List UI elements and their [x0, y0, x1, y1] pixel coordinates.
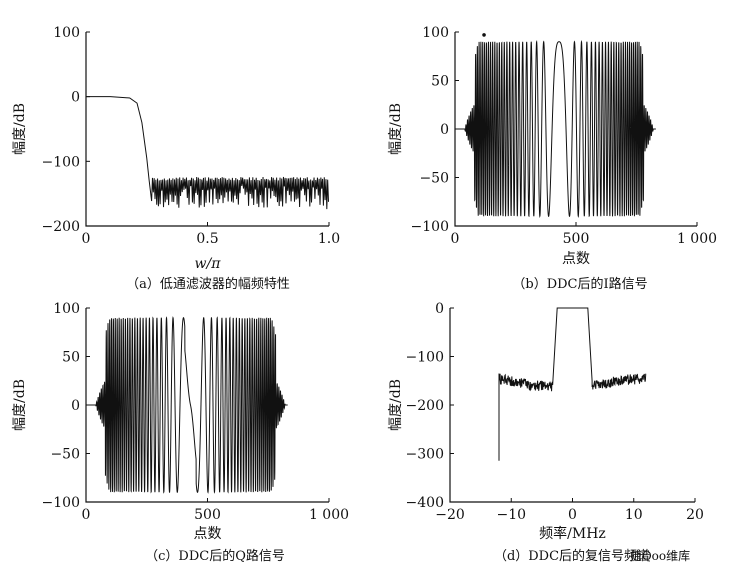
y-tick-label: 100 [53, 25, 80, 41]
y-tick-label: −100 [411, 219, 449, 235]
y-tick-label: −200 [42, 219, 80, 235]
y-tick-label: 50 [431, 74, 449, 90]
y-tick-label: −100 [406, 350, 444, 366]
y-tick-label: −100 [42, 495, 80, 511]
y-tick-label: 100 [53, 301, 80, 317]
y-axis-label: 幅度/dB [388, 103, 404, 155]
chart-panel-d: −20 −10 0 10 200−100−200−300−400频率/MHz幅度/dB（… [388, 301, 704, 564]
chart-panel-c: 0 500 1 000100500−50−100点数幅度/dB（c）DDC后的Q路信… [12, 301, 349, 564]
x-axis-label: w/π [195, 256, 222, 272]
y-tick-label: −400 [406, 495, 444, 511]
chart-panel-b: 0 500 1 000100500−50−100点数幅度/dB（b）DDC后的I路信… [388, 25, 717, 292]
x-tick-label: 20 [686, 507, 704, 523]
x-tick-label: 0 [568, 507, 577, 523]
x-tick-label: 0.5 [196, 231, 218, 247]
x-tick-label: 500 [563, 231, 590, 247]
panel-caption: （a）低通滤波器的幅频特性 [126, 276, 290, 292]
axes-frame [85, 32, 329, 227]
x-tick-label: 0 [451, 231, 460, 247]
x-axis-label: 频率/MHz [539, 525, 606, 542]
y-tick-label: −200 [406, 398, 444, 414]
panel-caption: （b）DDC后的I路信号 [512, 276, 647, 292]
y-tick-label: 0 [71, 90, 80, 106]
x-axis-label: 点数 [562, 251, 590, 267]
watermark: 捷Qoo维库 [630, 548, 690, 563]
x-tick-label: 0 [82, 507, 91, 523]
x-axis-label: 点数 [194, 526, 222, 542]
series-line [86, 96, 330, 210]
y-tick-label: 0 [440, 122, 449, 138]
panel-caption: （d）DDC后的复信号频谱 [494, 548, 650, 564]
x-tick-label: −10 [496, 507, 526, 523]
y-axis-label: 幅度/dB [12, 103, 28, 155]
series-line [455, 40, 656, 218]
y-tick-label: −50 [50, 447, 80, 463]
x-tick-label: 1.0 [318, 231, 340, 247]
y-tick-label: −50 [419, 171, 449, 187]
x-tick-label: 10 [625, 507, 643, 523]
x-tick-label: −20 [435, 507, 465, 523]
y-tick-label: −100 [42, 154, 80, 170]
y-tick-label: 100 [422, 25, 449, 41]
y-tick-label: 0 [435, 301, 444, 317]
chart-panel-a: 0 0.5 1.0 100 0 −100 −200 w/π 幅度/dB （a）低通滤波器的幅频特性 [12, 25, 340, 292]
x-tick-label: 1 000 [309, 507, 349, 523]
y-tick-label: −300 [406, 447, 444, 463]
x-tick-label: 500 [194, 507, 221, 523]
y-tick-label: 50 [62, 350, 80, 366]
y-axis-label: 幅度/dB [388, 379, 404, 431]
axes-frame [449, 308, 695, 503]
x-tick-label: 1 000 [677, 231, 717, 247]
x-tick-label: 0 [82, 231, 91, 247]
y-tick-label: 0 [71, 398, 80, 414]
series-line [86, 316, 288, 494]
stray-point [482, 33, 486, 37]
panel-caption: （c）DDC后的Q路信号 [145, 548, 285, 564]
series-line [498, 307, 647, 461]
y-axis-label: 幅度/dB [12, 379, 28, 431]
